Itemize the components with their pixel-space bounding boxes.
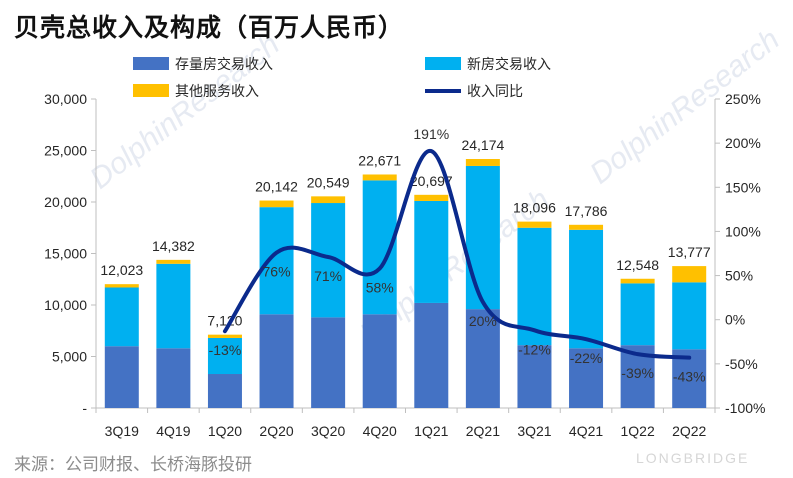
yoy-label: 76%	[263, 264, 291, 280]
bar-other-services	[362, 174, 397, 181]
x-tick-label: 2Q21	[466, 423, 500, 439]
yoy-label: -13%	[209, 342, 242, 358]
bar-other-services	[311, 196, 346, 204]
x-tick-label: 1Q22	[621, 423, 655, 439]
total-label: 24,174	[461, 137, 504, 153]
total-label: 7,120	[207, 313, 242, 329]
legend-existing-home-swatch	[133, 57, 169, 70]
y-tick-label-left: 15,000	[44, 246, 87, 262]
bar-other-services	[414, 194, 449, 201]
bar-existing-home	[414, 302, 449, 408]
bar-other-services	[672, 266, 707, 283]
yoy-label: -39%	[621, 365, 654, 381]
bar-new-home	[569, 229, 604, 349]
total-label: 20,142	[255, 179, 298, 195]
bar-existing-home	[465, 309, 500, 408]
yoy-label: 191%	[413, 126, 449, 142]
y-tick-label-left: 25,000	[44, 143, 87, 159]
legend-yoy-label: 收入同比	[467, 84, 523, 100]
yoy-label: 71%	[314, 268, 342, 284]
yoy-label: -12%	[518, 341, 551, 357]
x-tick-label: 4Q20	[363, 423, 397, 439]
y-tick-label-left: -	[82, 400, 87, 416]
total-label: 22,671	[358, 152, 401, 168]
y-tick-label-right: -100%	[725, 400, 765, 416]
y-tick-label-right: 200%	[725, 135, 761, 151]
total-label: 14,382	[152, 238, 195, 254]
x-tick-label: 3Q21	[517, 423, 551, 439]
total-label: 20,549	[307, 174, 350, 190]
bar-new-home	[259, 207, 294, 315]
legend-other-services-label: 其他服务收入	[175, 84, 259, 100]
yoy-label: -43%	[673, 369, 706, 385]
x-tick-label: 4Q19	[156, 423, 190, 439]
legend-existing-home-label: 存量房交易收入	[175, 56, 273, 73]
bar-new-home	[156, 263, 191, 349]
total-label: 17,786	[565, 203, 608, 219]
x-tick-label: 3Q20	[311, 423, 345, 439]
bar-new-home	[465, 165, 500, 310]
x-tick-label: 1Q21	[414, 423, 448, 439]
bar-other-services	[259, 200, 294, 208]
bar-new-home	[207, 337, 242, 375]
bar-new-home	[517, 227, 552, 346]
bar-existing-home	[517, 345, 552, 408]
bar-other-services	[156, 259, 191, 264]
bar-existing-home	[362, 314, 397, 408]
bar-new-home	[672, 282, 707, 350]
x-tick-label: 1Q20	[208, 423, 242, 439]
bar-other-services	[104, 284, 139, 288]
y-tick-label-right: 50%	[725, 268, 753, 284]
chart-title: 贝壳总收入及构成（百万人民币）	[14, 13, 405, 42]
legend-new-home-swatch	[425, 57, 461, 70]
bar-other-services	[569, 224, 604, 230]
bar-existing-home	[156, 348, 191, 408]
total-label: 12,548	[616, 257, 659, 273]
yoy-line	[222, 149, 692, 360]
x-tick-label: 3Q19	[105, 423, 139, 439]
bar-new-home	[620, 283, 655, 346]
legend-new-home-label: 新房交易收入	[467, 56, 551, 73]
bar-other-services	[207, 334, 242, 338]
yoy-label: -22%	[570, 350, 603, 366]
x-tick-label: 2Q20	[259, 423, 293, 439]
source-note: 来源：公司财报、长桥海豚投研	[14, 455, 252, 475]
bar-existing-home	[104, 346, 139, 408]
y-tick-label-right: 100%	[725, 223, 761, 239]
yoy-label: 58%	[366, 280, 394, 296]
bar-existing-home	[259, 314, 294, 408]
bar-existing-home	[569, 348, 604, 408]
y-tick-label-right: 250%	[725, 91, 761, 107]
y-tick-label-left: 5,000	[52, 349, 87, 365]
yoy-label: 20%	[469, 313, 497, 329]
total-label: 18,096	[513, 200, 556, 216]
bar-other-services	[517, 221, 552, 228]
y-tick-label-left: 30,000	[44, 91, 87, 107]
x-tick-label: 4Q21	[569, 423, 603, 439]
legend-other-services-swatch	[133, 84, 169, 97]
bar-new-home	[104, 287, 139, 347]
y-tick-label-left: 20,000	[44, 194, 87, 210]
y-tick-label-right: -50%	[725, 356, 758, 372]
watermark-brand: LONGBRIDGE	[636, 450, 750, 466]
x-tick-label: 2Q22	[672, 423, 706, 439]
y-tick-label-right: 0%	[725, 312, 745, 328]
watermark-logo: DolphinResearch	[84, 28, 286, 196]
y-tick-label-right: 150%	[725, 179, 761, 195]
bar-new-home	[414, 200, 449, 303]
bar-other-services	[620, 278, 655, 284]
bar-other-services	[465, 159, 500, 166]
total-label: 20,697	[410, 173, 453, 189]
bar-existing-home	[207, 374, 242, 408]
y-tick-label-left: 10,000	[44, 297, 87, 313]
total-label: 13,777	[668, 244, 711, 260]
total-label: 12,023	[100, 262, 143, 278]
bar-existing-home	[311, 317, 346, 408]
